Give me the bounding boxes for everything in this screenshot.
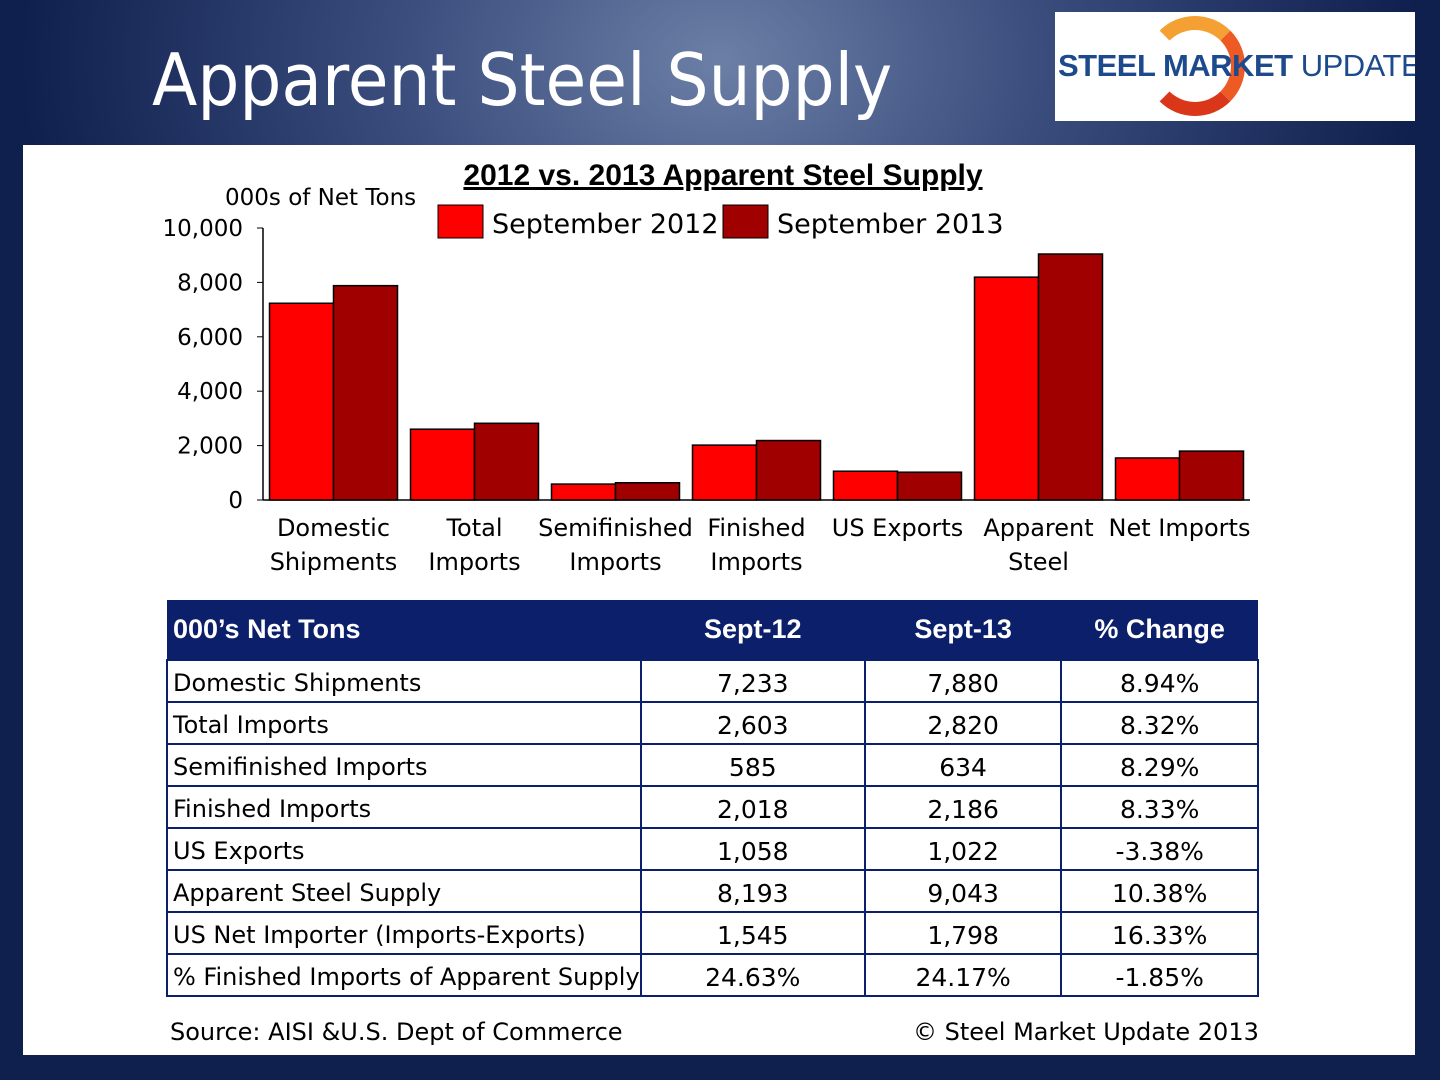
x-tick-label: Finished: [707, 514, 805, 542]
bar: [896, 471, 963, 501]
source-note: Source: AISI &U.S. Dept of Commerce: [170, 1018, 623, 1046]
table-cell: 8.33%: [1060, 785, 1259, 829]
table-cell: Finished Imports: [166, 785, 642, 829]
table-cell: 8,193: [639, 869, 866, 913]
legend-swatch: [437, 204, 484, 239]
y-tick-label: 0: [228, 488, 243, 514]
table-cell: 1,545: [639, 911, 866, 955]
table-cell: 8.32%: [1060, 701, 1259, 745]
table-cell: 8.29%: [1060, 743, 1259, 787]
y-tick-label: 2,000: [177, 434, 243, 460]
table-cell: Apparent Steel Supply: [166, 869, 642, 913]
x-tick-label: US Exports: [832, 514, 964, 542]
table-cell: 2,820: [863, 701, 1063, 745]
x-tick-label: Total: [445, 514, 502, 542]
x-tick-label: Domestic: [277, 514, 390, 542]
data-table: 000’s Net Tons Sept-12 Sept-13% Change Dom…: [166, 600, 1259, 997]
column-header: 000’s Net Tons: [167, 600, 641, 660]
table-row: Apparent Steel Supply 8,193 9,043 10.38%: [166, 869, 1259, 913]
y-tick-label: 10,000: [163, 216, 243, 242]
table-cell: 1,798: [863, 911, 1063, 955]
table-cell: 2,603: [639, 701, 866, 745]
x-tick-label: Apparent: [983, 514, 1093, 542]
copyright-note: © Steel Market Update 2013: [913, 1018, 1259, 1046]
bar: [550, 483, 617, 501]
x-tick-label: Semifinished: [538, 514, 693, 542]
table-cell: 2,018: [639, 785, 866, 829]
content-panel: 2012 vs. 2013 Apparent Steel Supply 000s …: [23, 145, 1415, 1055]
y-tick-label: 6,000: [177, 325, 243, 351]
x-tick-label: Imports: [710, 548, 802, 576]
bar: [409, 428, 476, 501]
table-cell: % Finished Imports of Apparent Supply: [166, 953, 642, 997]
x-tick-label: Imports: [428, 548, 520, 576]
y-tick-label: 8,000: [177, 270, 243, 296]
table-cell: 7,233: [639, 659, 866, 703]
chart-title: 2012 vs. 2013 Apparent Steel Supply: [463, 159, 982, 192]
table-cell: 9,043: [863, 869, 1063, 913]
table-row: Finished Imports 2,018 2,186 8.33%: [166, 785, 1259, 829]
table-cell: US Net Importer (Imports-Exports): [166, 911, 642, 955]
x-tick-label: Shipments: [270, 548, 398, 576]
table-cell: 1,022: [863, 827, 1063, 871]
table-cell: -1.85%: [1060, 953, 1259, 997]
bar: [614, 482, 681, 501]
bar: [755, 439, 822, 501]
x-tick-label: Steel: [1008, 548, 1069, 576]
bar: [1178, 450, 1245, 501]
table-row: Domestic Shipments 7,233 7,880 8.94%: [166, 659, 1259, 703]
table-cell: Domestic Shipments: [166, 659, 642, 703]
bar: [691, 444, 758, 501]
table-cell: 16.33%: [1060, 911, 1259, 955]
table-row: Total Imports 2,603 2,820 8.32%: [166, 701, 1259, 745]
table-cell: 2,186: [863, 785, 1063, 829]
table-cell: 10.38%: [1060, 869, 1259, 913]
bar-chart: 2012 vs. 2013 Apparent Steel Supply 000s …: [163, 159, 1251, 576]
table-cell: 585: [639, 743, 866, 787]
bar: [473, 422, 540, 501]
column-header: % Change: [1061, 600, 1258, 660]
legend-label: September 2013: [777, 209, 1004, 240]
table-row: US Net Importer (Imports-Exports) 1,545 1,…: [166, 911, 1259, 955]
table-row: Semifinished Imports 585 634 8.29%: [166, 743, 1259, 787]
bar: [973, 276, 1040, 501]
table-cell: US Exports: [166, 827, 642, 871]
column-header: Sept-12: [640, 600, 865, 660]
y-axis-label: 000s of Net Tons: [225, 185, 416, 211]
x-tick-label: Net Imports: [1109, 514, 1251, 542]
logo-bold-text: STEEL MARKET: [1058, 48, 1293, 83]
table-cell: 1,058: [639, 827, 866, 871]
table-cell: -3.38%: [1060, 827, 1259, 871]
bar: [1037, 253, 1104, 501]
table-cell: Semifinished Imports: [166, 743, 642, 787]
bar: [332, 284, 399, 501]
slide-title: Apparent Steel Supply: [152, 38, 893, 122]
y-tick-label: 4,000: [177, 379, 243, 405]
bar: [1114, 457, 1181, 501]
table-row: % Finished Imports of Apparent Supply 24.…: [166, 953, 1259, 997]
table-cell: 24.63%: [639, 953, 866, 997]
table-cell: 24.17%: [863, 953, 1063, 997]
logo-light-text: UPDATE: [1300, 48, 1415, 83]
bar: [832, 470, 899, 501]
column-header: Sept-13: [864, 600, 1062, 660]
table-cell: 634: [863, 743, 1063, 787]
legend-swatch: [722, 204, 769, 239]
steel-market-update-logo: STEEL MARKET UPDATE: [1055, 12, 1415, 121]
bar: [268, 302, 335, 501]
table-cell: 8.94%: [1060, 659, 1259, 703]
table-cell: Total Imports: [166, 701, 642, 745]
legend-label: September 2012: [492, 209, 719, 240]
table-row: US Exports 1,058 1,022 -3.38%: [166, 827, 1259, 871]
x-tick-label: Imports: [569, 548, 661, 576]
table-cell: 7,880: [863, 659, 1063, 703]
